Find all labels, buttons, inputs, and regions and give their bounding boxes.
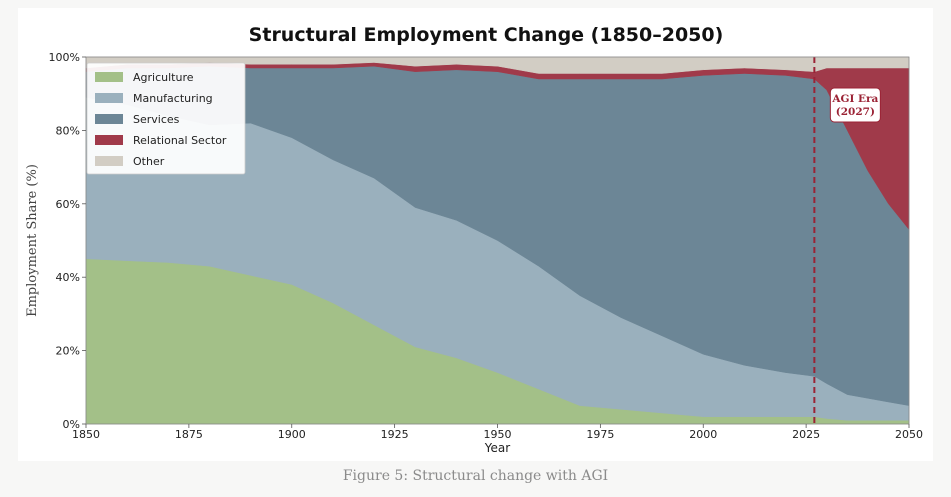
legend-box	[86, 62, 246, 175]
y-axis-label: Employment Share (%)	[25, 164, 40, 317]
legend-swatch	[95, 93, 123, 103]
legend-swatch	[95, 156, 123, 166]
x-tick-label: 2050	[895, 428, 923, 441]
x-tick-label: 1900	[278, 428, 306, 441]
agi-era-annotation: AGI Era(2027)	[829, 87, 881, 123]
x-tick-label: 2025	[792, 428, 820, 441]
y-tick-label: 0%	[63, 418, 80, 431]
legend-swatch	[95, 114, 123, 124]
y-tick-label: 100%	[49, 51, 80, 64]
legend-swatch	[95, 72, 123, 82]
annotation-box	[829, 87, 881, 123]
chart-svg: Structural Employment Change (1850–2050)…	[25, 20, 923, 455]
x-tick-label: 1975	[586, 428, 614, 441]
legend-label: Relational Sector	[133, 134, 227, 147]
y-tick-label: 60%	[56, 198, 80, 211]
x-tick-label: 1875	[175, 428, 203, 441]
legend-label: Services	[133, 113, 180, 126]
figure-caption: Figure 5: Structural change with AGI	[342, 468, 609, 484]
x-tick-label: 2000	[689, 428, 717, 441]
x-tick-label: 1925	[381, 428, 409, 441]
annotation-text: AGI Era	[831, 93, 878, 105]
chart-title: Structural Employment Change (1850–2050)	[249, 24, 724, 46]
legend-label: Manufacturing	[133, 92, 213, 105]
chart-figure: Structural Employment Change (1850–2050)…	[18, 8, 933, 461]
y-tick-label: 20%	[56, 345, 80, 358]
legend-swatch	[95, 135, 123, 145]
y-axis-ticks: 0% 20% 40% 60% 80% 100%	[49, 51, 86, 431]
x-tick-label: 1950	[484, 428, 512, 441]
x-tick-label: 1850	[72, 428, 100, 441]
area-layers	[85, 56, 910, 425]
x-axis-ticks: 1850 1875 1900 1925 1950 1975 2000 2025 2050	[72, 424, 923, 441]
legend-label: Other	[133, 155, 165, 168]
chart-title-box	[258, 20, 714, 52]
x-axis-label: Year	[484, 441, 510, 455]
chart-title-group: Structural Employment Change (1850–2050)	[249, 20, 724, 52]
y-tick-label: 40%	[56, 271, 80, 284]
annotation-text: (2027)	[836, 106, 875, 118]
y-tick-label: 80%	[56, 124, 80, 137]
legend-label: Agriculture	[133, 71, 194, 84]
legend: Agriculture Manufacturing Services Relation…	[86, 62, 246, 175]
